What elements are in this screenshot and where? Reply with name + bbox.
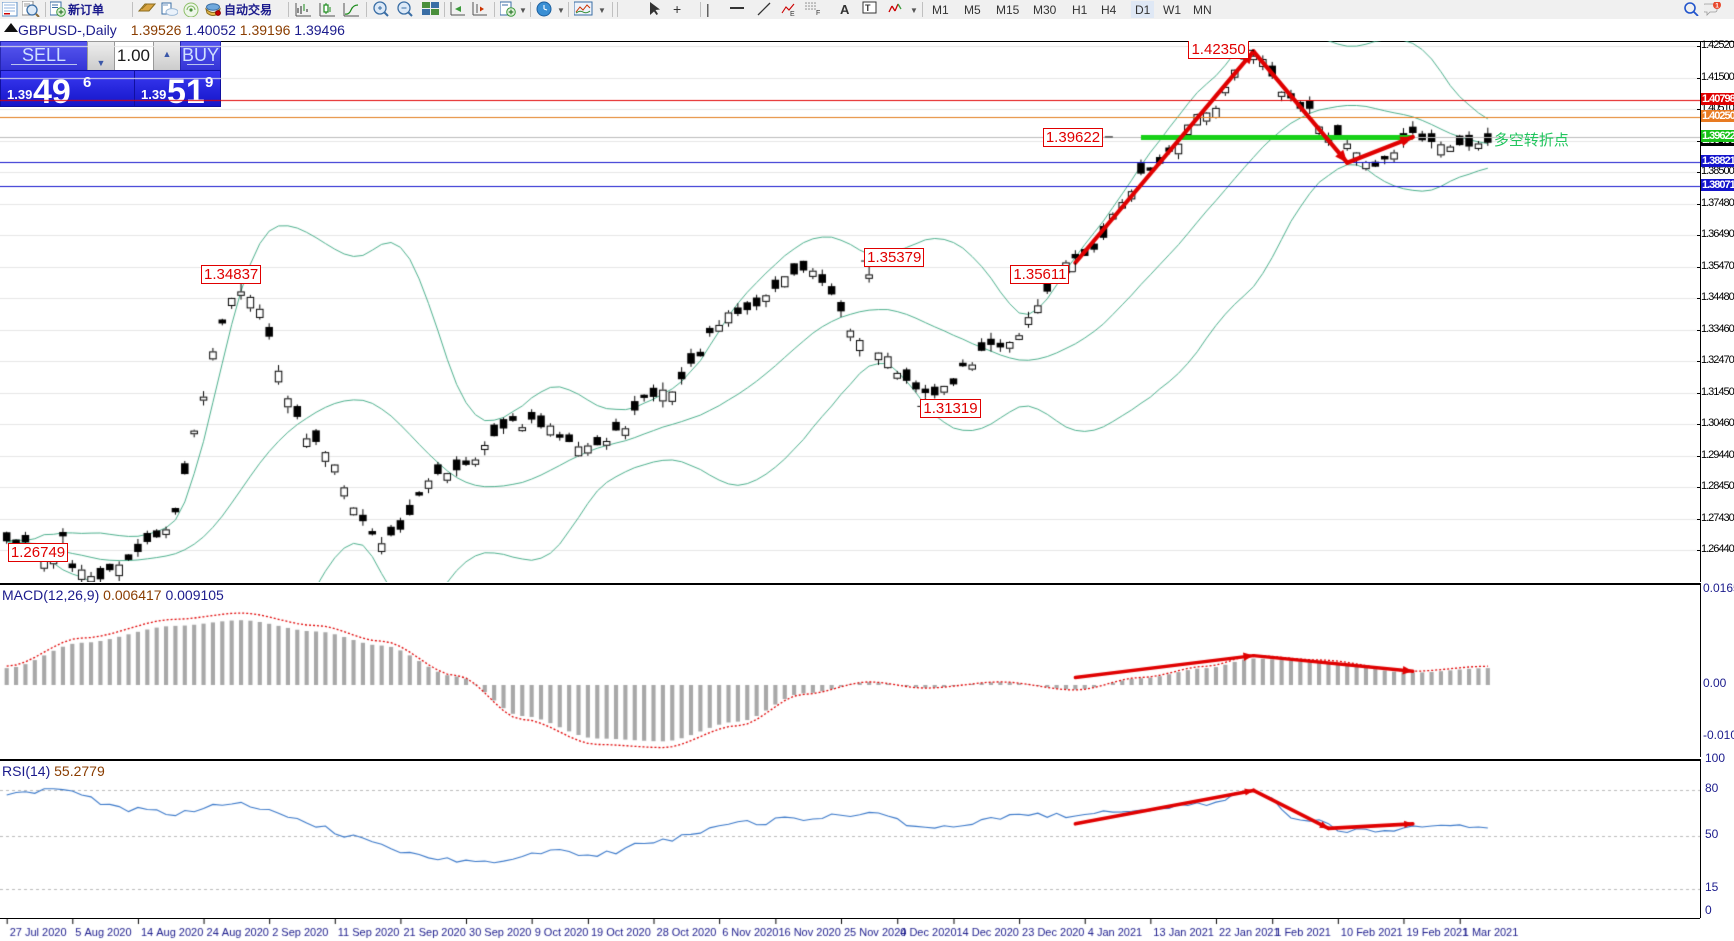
svg-text:1: 1 bbox=[1715, 3, 1719, 10]
svg-text:T: T bbox=[865, 3, 871, 13]
svg-text:E: E bbox=[790, 11, 795, 17]
svg-text:F: F bbox=[816, 10, 820, 15]
